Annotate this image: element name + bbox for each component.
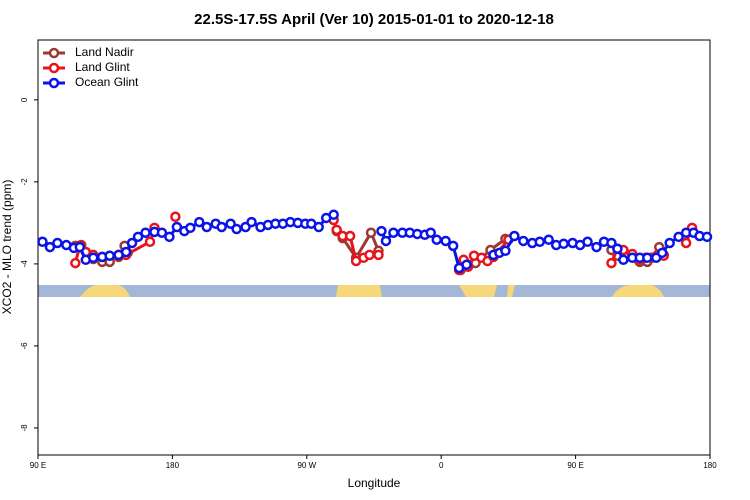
data-point <box>140 227 151 238</box>
data-point <box>164 231 175 243</box>
x-tick-label: 90 E <box>567 461 583 470</box>
y-tick-label: -8 <box>20 424 29 432</box>
data-point <box>656 247 668 259</box>
legend-label: Ocean Glint <box>75 75 139 89</box>
chart-title: 22.5S-17.5S April (Ver 10) 2015-01-01 to… <box>194 11 554 28</box>
data-point <box>52 237 63 249</box>
data-point <box>194 216 205 228</box>
data-point <box>364 249 375 261</box>
data-point <box>534 236 546 248</box>
data-point <box>328 209 339 220</box>
data-point <box>447 240 459 252</box>
plot-frame <box>37 39 711 456</box>
data-point <box>171 221 183 233</box>
data-point <box>618 254 629 266</box>
y-tick-label: 0 <box>20 97 29 102</box>
data-point <box>558 238 569 250</box>
data-point <box>313 221 324 233</box>
data-point <box>88 252 99 264</box>
legend-label: Land Glint <box>75 60 130 74</box>
legend-marker <box>48 62 60 74</box>
x-tick-label: 90 W <box>297 461 316 470</box>
data-point <box>518 235 529 247</box>
data-point <box>664 237 675 249</box>
x-tick-label: 0 <box>439 461 444 470</box>
data-point <box>582 236 593 248</box>
data-point <box>388 227 399 238</box>
data-point <box>431 234 442 245</box>
land-patch <box>507 285 515 297</box>
y-axis-label: XCO2 - MLO trend (ppm) <box>0 180 14 315</box>
data-point <box>144 236 156 248</box>
data-point <box>509 230 520 242</box>
legend-marker <box>48 47 60 59</box>
land-patch <box>459 285 497 297</box>
data-point <box>380 235 392 247</box>
data-point <box>246 216 257 228</box>
data-point <box>612 243 623 254</box>
land-patch <box>336 285 382 297</box>
data-point <box>591 241 602 253</box>
data-point <box>331 224 342 236</box>
data-point <box>376 225 387 237</box>
x-tick-label: 180 <box>166 461 180 470</box>
x-tick-label: 90 E <box>30 461 46 470</box>
data-point <box>673 231 684 243</box>
data-point <box>156 227 168 238</box>
data-point <box>104 250 115 261</box>
land-patch <box>612 285 664 297</box>
data-point <box>461 259 472 270</box>
land-patch <box>80 284 130 297</box>
y-tick-label: -6 <box>20 342 29 350</box>
data-point <box>231 223 242 235</box>
x-axis-label: Longitude <box>348 476 401 490</box>
data-point <box>70 257 81 269</box>
data-point <box>606 237 617 249</box>
data-point <box>606 257 617 269</box>
land-mask <box>38 284 710 297</box>
data-point <box>74 241 86 253</box>
data-point <box>37 236 48 248</box>
data-point <box>120 246 132 258</box>
y-tick-label: -4 <box>20 260 29 268</box>
data-point <box>344 230 356 242</box>
data-point <box>44 241 56 253</box>
data-point <box>440 235 451 247</box>
legend-marker <box>48 77 60 89</box>
data-point <box>543 234 554 245</box>
data-point <box>170 211 181 222</box>
data-point <box>216 221 227 233</box>
data-point <box>425 227 436 238</box>
data-point <box>365 227 377 238</box>
data-point <box>373 249 384 261</box>
legend-label: Land Nadir <box>75 45 134 59</box>
data-point <box>201 221 212 233</box>
x-tick-label: 180 <box>703 461 717 470</box>
data-point <box>500 245 511 257</box>
data-point <box>680 237 692 249</box>
data-point <box>185 222 196 234</box>
data-point <box>132 231 144 243</box>
data-point <box>701 231 713 243</box>
data-point <box>642 252 653 264</box>
data-point <box>126 237 138 249</box>
y-tick-label: -2 <box>20 178 29 186</box>
series <box>37 209 713 274</box>
